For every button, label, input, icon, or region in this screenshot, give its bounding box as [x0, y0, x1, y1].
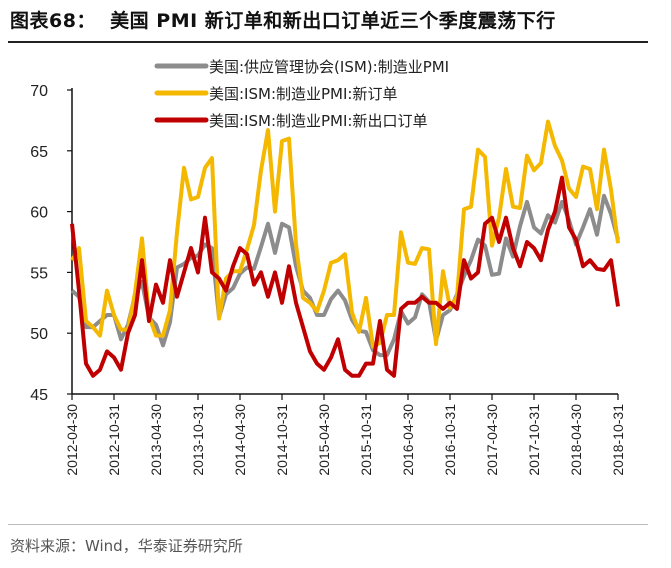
x-tick-label: 2016-10-31 — [442, 404, 458, 476]
y-tick-label: 45 — [30, 387, 48, 404]
x-tick-label: 2018-04-30 — [568, 404, 584, 476]
legend-label-1: 美国:ISM:制造业PMI:新订单 — [209, 85, 397, 103]
x-tick-label: 2013-10-31 — [190, 404, 206, 476]
x-tick-label: 2016-04-30 — [400, 404, 416, 476]
source-divider — [8, 524, 648, 525]
y-tick-label: 65 — [30, 144, 48, 161]
y-tick-label: 55 — [30, 265, 48, 282]
y-tick-label: 60 — [30, 205, 48, 222]
legend-label-2: 美国:ISM:制造业PMI:新出口订单 — [209, 112, 427, 130]
x-tick-label: 2014-10-31 — [274, 404, 290, 476]
series-line-2 — [70, 175, 620, 378]
x-tick-label: 2017-10-31 — [526, 404, 542, 476]
x-tick-label: 2015-10-31 — [358, 404, 374, 476]
series-line-1 — [70, 119, 620, 349]
x-tick-label: 2014-04-30 — [232, 404, 248, 476]
x-tick-label: 2017-04-30 — [484, 404, 500, 476]
x-tick-label: 2012-04-30 — [64, 404, 80, 476]
x-tick-label: 2018-10-31 — [610, 404, 626, 476]
x-tick-label: 2012-10-31 — [106, 404, 122, 476]
x-tick-label: 2015-04-30 — [316, 404, 332, 476]
source-note: 资料来源：Wind，华泰证券研究所 — [10, 537, 243, 555]
y-tick-label: 70 — [30, 83, 48, 100]
chart-title: 图表68： 美国 PMI 新订单和新出口订单近三个季度震荡下行 — [10, 10, 556, 32]
x-tick-label: 2013-04-30 — [148, 404, 164, 476]
series-line-0 — [70, 193, 620, 358]
y-tick-label: 50 — [30, 326, 48, 343]
title-divider — [8, 41, 648, 43]
legend-label-0: 美国:供应管理协会(ISM):制造业PMI — [209, 58, 449, 76]
